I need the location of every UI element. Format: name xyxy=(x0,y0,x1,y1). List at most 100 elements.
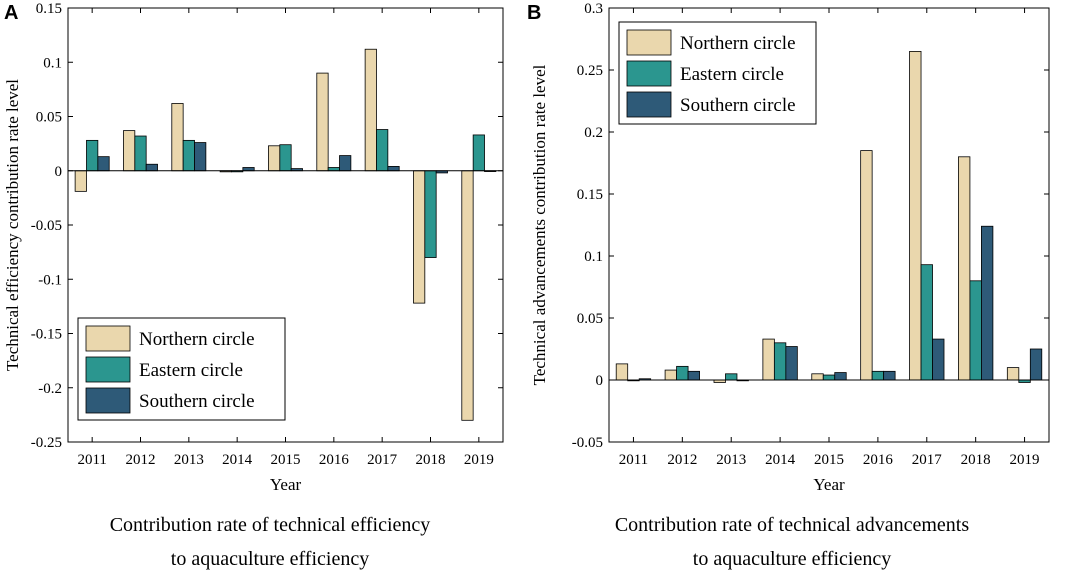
y-tick-label: 0.2 xyxy=(584,125,603,141)
legend-swatch-southern xyxy=(85,387,131,414)
bar-eastern-2018 xyxy=(969,280,982,381)
bar-northern-2017 xyxy=(909,51,922,381)
bar-northern-2014 xyxy=(762,338,775,381)
bar-northern-2011 xyxy=(615,363,629,381)
x-tick-label: 2012 xyxy=(667,452,697,468)
legend-label-northern: Northern circle xyxy=(680,33,796,54)
x-tick-label: 2016 xyxy=(863,452,894,468)
bar-southern-2012 xyxy=(145,163,158,172)
y-tick-label: 0 xyxy=(55,164,63,180)
bar-eastern-2012 xyxy=(676,365,689,381)
y-axis-label: Technical advancements contribution rate… xyxy=(530,64,549,385)
plot-frame xyxy=(608,7,1050,443)
x-tick-label: 2011 xyxy=(619,452,648,468)
bar-eastern-2013 xyxy=(725,373,738,381)
bar-eastern-2015 xyxy=(822,374,836,381)
legend-swatch-northern xyxy=(626,29,672,56)
bar-northern-2016 xyxy=(316,72,329,172)
bar-northern-2015 xyxy=(811,373,824,381)
x-tick-label: 2014 xyxy=(765,452,796,468)
chart-a-svg: -0.25 -0.2 -0.15 -0.1 -0.05 0 0.05 0.1 0.15 2011 2… xyxy=(3,1,504,494)
caption-a-line2: to aquaculture efficiency xyxy=(170,548,370,570)
bar-northern-2012 xyxy=(664,369,677,381)
legend-label-southern: Southern circle xyxy=(139,391,255,412)
bar-eastern-2014 xyxy=(773,342,787,381)
bar-northern-2018 xyxy=(958,156,971,381)
bar-northern-2019 xyxy=(461,170,474,421)
bar-eastern-2017 xyxy=(376,129,389,172)
bar-eastern-2016 xyxy=(871,370,885,381)
bar-eastern-2012 xyxy=(134,135,147,172)
bar-northern-2019 xyxy=(1006,367,1020,381)
caption-b-line1: Contribution rate of technical advanceme… xyxy=(614,514,970,536)
bar-northern-2012 xyxy=(123,130,136,172)
x-tick-label: 2016 xyxy=(319,452,350,468)
y-tick-label: 0.25 xyxy=(577,63,603,79)
bar-eastern-2013 xyxy=(182,139,195,172)
bar-southern-2013 xyxy=(194,142,207,172)
chart-panel-a: A -0.25 -0.2 -0.15 -0.1 -0.05 0 0.05 0.1 0.15 201… xyxy=(0,0,525,500)
bar-northern-2018 xyxy=(413,170,426,304)
y-tick-label: 0.15 xyxy=(36,1,62,17)
bar-southern-2012 xyxy=(687,370,700,381)
x-tick-label: 2015 xyxy=(271,452,301,468)
y-tick-label: 0 xyxy=(596,373,604,389)
x-tick-label: 2018 xyxy=(961,452,991,468)
bar-northern-2016 xyxy=(860,150,873,381)
bar-southern-2017 xyxy=(932,338,945,381)
bar-southern-2016 xyxy=(883,370,896,381)
x-tick-label: 2015 xyxy=(814,452,844,468)
bar-southern-2019 xyxy=(1029,348,1043,381)
bar-southern-2016 xyxy=(339,155,352,172)
y-tick-label: 0.1 xyxy=(43,55,62,71)
y-tick-label: 0.05 xyxy=(577,311,603,327)
bar-northern-2015 xyxy=(268,145,281,172)
caption-b: Contribution rate of technical advanceme… xyxy=(532,508,1052,576)
legend-label-northern: Northern circle xyxy=(139,329,255,350)
legend-label-southern: Southern circle xyxy=(680,95,796,116)
bar-eastern-2011 xyxy=(86,139,99,172)
y-tick-label: 0.15 xyxy=(577,187,603,203)
legend-swatch-eastern xyxy=(85,356,131,383)
bar-southern-2018 xyxy=(981,225,994,381)
y-tick-label: -0.2 xyxy=(38,381,62,397)
y-tick-label: 0.3 xyxy=(584,1,603,17)
legend-swatch-southern xyxy=(626,91,672,118)
y-tick-label: 0.1 xyxy=(584,249,603,265)
bar-eastern-2017 xyxy=(920,264,933,381)
x-tick-label: 2017 xyxy=(912,452,943,468)
x-tick-label: 2019 xyxy=(464,452,494,468)
bar-eastern-2018 xyxy=(424,170,437,258)
y-tick-label: -0.25 xyxy=(31,435,62,451)
bar-southern-2017 xyxy=(387,166,400,172)
panel-label-a: A xyxy=(4,2,19,24)
legend-label-eastern: Eastern circle xyxy=(139,360,243,381)
bar-southern-2014 xyxy=(785,346,798,381)
caption-a-line1: Contribution rate of technical efficienc… xyxy=(109,514,431,536)
chart-panel-b: B -0.05 0 0.05 0.1 0.15 0.2 0.25 0.3 2011 2012 201… xyxy=(525,0,1065,500)
caption-b-line2: to aquaculture efficiency xyxy=(692,548,892,570)
x-tick-label: 2011 xyxy=(77,452,106,468)
x-tick-label: 2017 xyxy=(367,452,398,468)
y-tick-label: -0.15 xyxy=(31,327,62,343)
x-tick-label: 2018 xyxy=(416,452,446,468)
y-tick-label: -0.1 xyxy=(38,272,62,288)
legend-swatch-eastern xyxy=(626,60,672,87)
legend: Northern circle Eastern circle Southern ci… xyxy=(618,21,817,125)
caption-a: Contribution rate of technical efficienc… xyxy=(0,508,540,576)
x-tick-label: 2013 xyxy=(174,452,204,468)
bar-northern-2013 xyxy=(171,103,184,172)
plot-frame xyxy=(67,7,504,443)
legend-swatch-northern xyxy=(85,325,131,352)
legend-label-eastern: Eastern circle xyxy=(680,64,784,85)
y-tick-label: 0.05 xyxy=(36,110,62,126)
bar-southern-2015 xyxy=(834,372,847,381)
chart-b-svg: -0.05 0 0.05 0.1 0.15 0.2 0.25 0.3 2011 2012 2013 2… xyxy=(530,1,1050,494)
x-tick-label: 2019 xyxy=(1010,452,1040,468)
y-tick-label: -0.05 xyxy=(572,435,603,451)
x-tick-label: 2012 xyxy=(126,452,156,468)
y-axis-label: Technical efficiency contribution rate l… xyxy=(3,79,22,371)
y-tick-label: -0.05 xyxy=(31,218,62,234)
bar-southern-2011 xyxy=(97,156,110,172)
bar-northern-2011 xyxy=(74,170,87,192)
